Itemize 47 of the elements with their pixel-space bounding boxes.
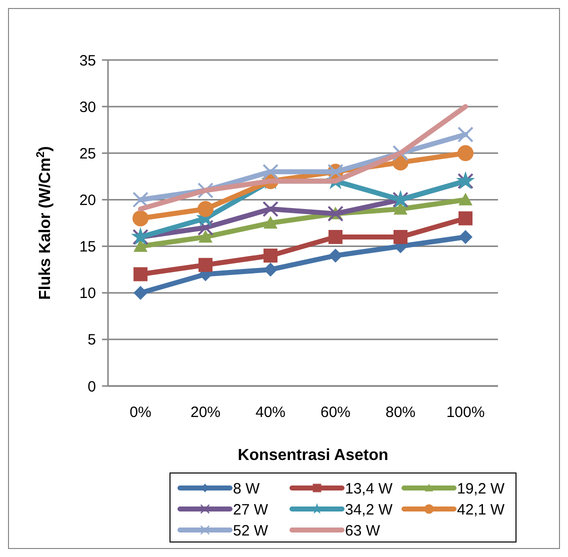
y-tick-label: 20 — [79, 192, 96, 209]
point — [458, 211, 472, 226]
y-tick-label: 0 — [88, 378, 96, 396]
y-tick-label: 5 — [88, 332, 96, 349]
y-tick-label: 15 — [79, 238, 96, 256]
legend-label: 34,2 W — [345, 501, 394, 518]
legend-label: 19,2 W — [457, 480, 506, 498]
legend-label: 27 W — [233, 501, 269, 518]
point — [132, 210, 148, 226]
point — [198, 220, 214, 236]
y-tick-label: 35 — [79, 52, 96, 70]
x-tick-label: 20% — [190, 404, 221, 421]
point — [198, 230, 212, 243]
x-tick-label: 100% — [446, 404, 485, 421]
x-tick-label: 60% — [320, 404, 351, 421]
y-tick-label: 10 — [79, 285, 96, 302]
x-tick-label: 80% — [385, 404, 416, 421]
point — [132, 192, 148, 208]
point — [198, 201, 214, 218]
point — [262, 164, 278, 180]
point — [134, 267, 148, 282]
point — [134, 286, 148, 300]
point — [264, 248, 278, 263]
legend-label: 8 W — [233, 480, 261, 498]
legend-label: 13,4 W — [345, 480, 394, 498]
point — [198, 258, 212, 272]
point — [394, 202, 408, 215]
point — [134, 239, 148, 252]
point — [264, 262, 278, 277]
x-tick-label: 40% — [255, 404, 286, 421]
point — [458, 126, 474, 143]
point — [394, 230, 408, 244]
point — [458, 192, 472, 206]
y-tick-label: 30 — [79, 98, 96, 116]
x-axis-title: Konsentrasi Aseton — [238, 447, 388, 464]
point — [198, 182, 214, 198]
legend-label: 52 W — [233, 522, 269, 540]
point — [458, 145, 474, 162]
point — [264, 216, 278, 229]
point — [328, 248, 342, 263]
point — [328, 230, 342, 244]
point — [262, 201, 278, 218]
y-tick-label: 25 — [79, 145, 96, 162]
legend-label: 42,1 W — [457, 501, 506, 518]
legend-label: 63 W — [345, 522, 381, 540]
x-tick-label: 0% — [130, 404, 152, 421]
point — [458, 230, 472, 244]
